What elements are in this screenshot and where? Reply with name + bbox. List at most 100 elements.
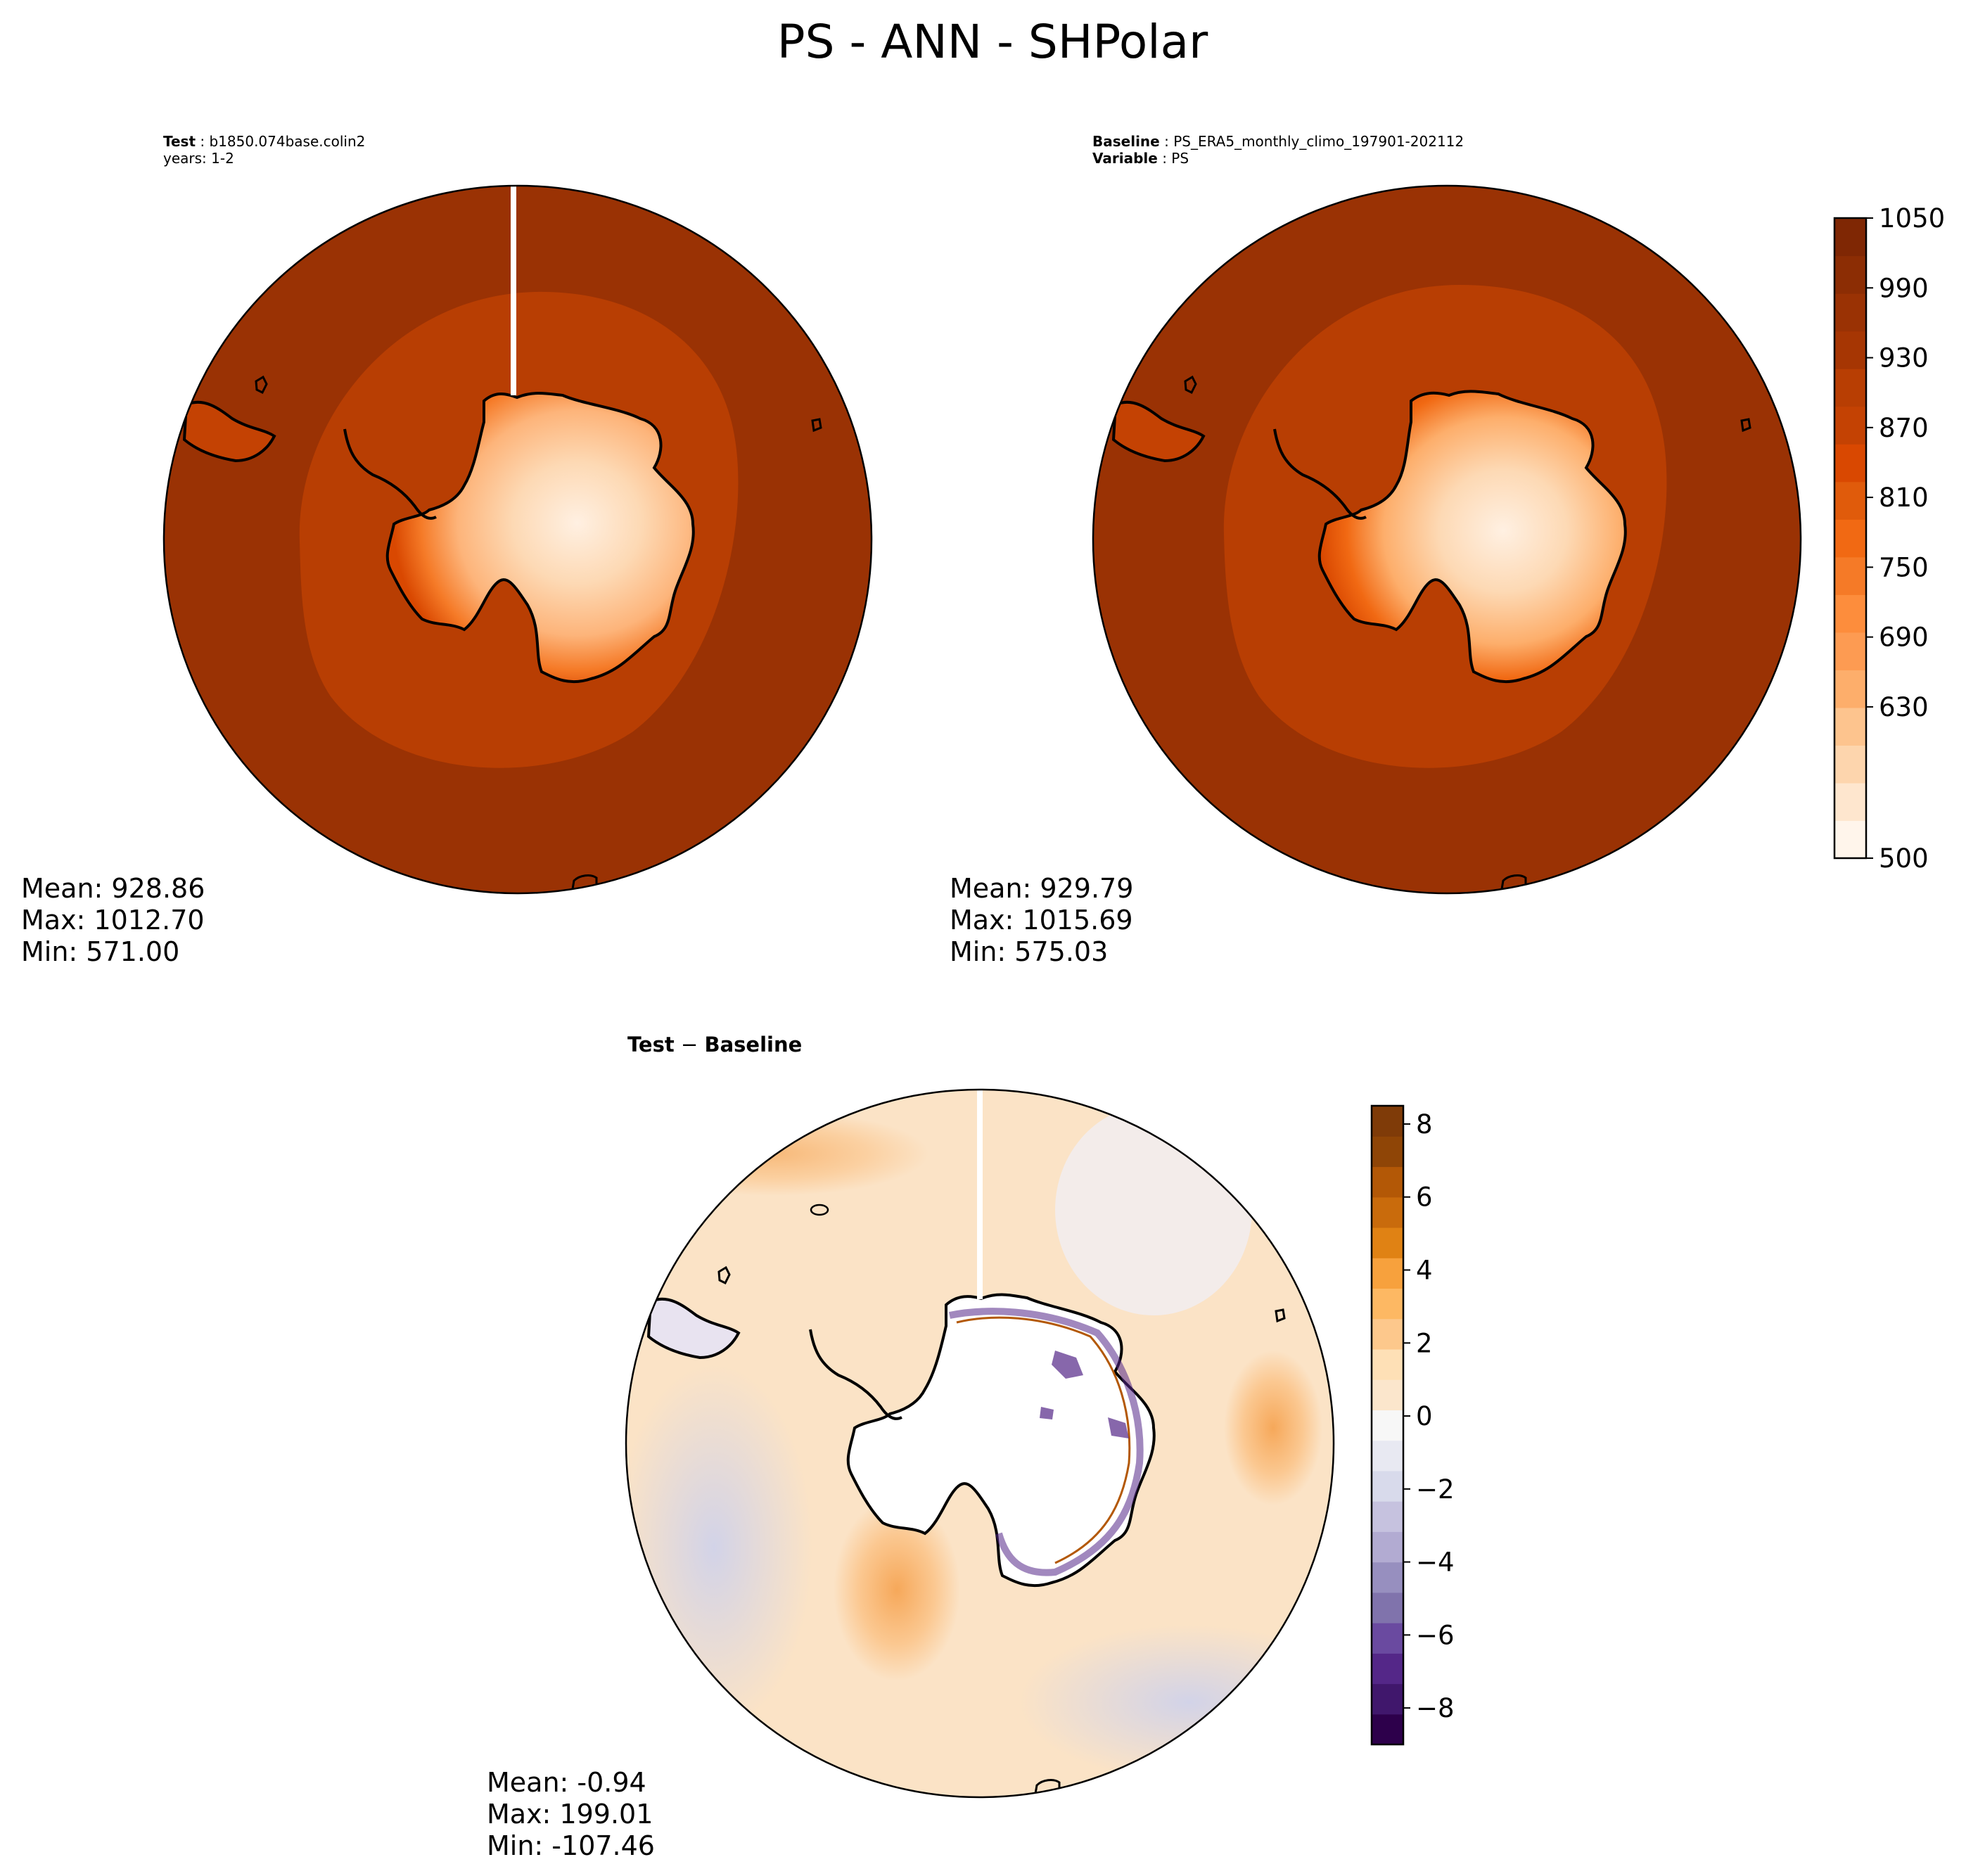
test-island-1 xyxy=(255,375,268,395)
diff-colorbar-color-band xyxy=(1372,1470,1403,1502)
diff-colorbar-color-band xyxy=(1372,1562,1403,1593)
baseline-map xyxy=(1093,186,1801,893)
test-min: Min: 571.00 xyxy=(21,936,179,967)
abs-colorbar-color-band xyxy=(1834,556,1866,595)
diff-purple-patch-3 xyxy=(1040,1407,1054,1419)
diff-colorbar-color-band xyxy=(1372,1106,1403,1137)
diff-peninsula xyxy=(809,1329,902,1420)
baseline-variable: Variable : PS xyxy=(1092,150,1189,167)
diff-colorbar-color-band xyxy=(1372,1166,1403,1198)
diff-colorbar-color-band xyxy=(1372,1501,1403,1532)
test-label: Test xyxy=(163,133,196,150)
abs-colorbar-tick-label: 500 xyxy=(1879,843,1929,874)
abs-colorbar-color-band xyxy=(1834,745,1866,784)
baseline-case-name: PS_ERA5_monthly_climo_197901-202112 xyxy=(1173,133,1464,150)
diff-colorbar-tick-label: −8 xyxy=(1416,1693,1455,1723)
diff-title-op: − xyxy=(675,1033,705,1057)
diff-missing-seam xyxy=(977,1090,983,1299)
diff-warm-south xyxy=(834,1498,960,1681)
diff-colorbar-color-band xyxy=(1372,1653,1403,1685)
test-case-name: b1850.074base.colin2 xyxy=(209,133,365,150)
baseline-map-border xyxy=(1092,184,1802,895)
abs-colorbar-color-band xyxy=(1834,331,1866,369)
test-years: years: 1-2 xyxy=(163,150,234,167)
baseline-panel: Baseline : PS_ERA5_monthly_climo_197901-… xyxy=(950,133,1945,967)
abs-colorbar-color-band xyxy=(1834,293,1866,332)
diff-island-4 xyxy=(810,1204,829,1216)
diff-mean: Mean: -0.94 xyxy=(487,1767,646,1798)
diff-colorbar-color-band xyxy=(1372,1531,1403,1563)
baseline-variable-value: PS xyxy=(1171,150,1189,167)
figure-title: PS - ANN - SHPolar xyxy=(777,15,1208,69)
diff-warm-north xyxy=(626,1111,928,1196)
diff-colorbar-color-band xyxy=(1372,1197,1403,1228)
test-south-america xyxy=(182,400,276,463)
abs-colorbar-color-band xyxy=(1834,782,1866,822)
diff-title-baseline: Baseline xyxy=(704,1033,802,1057)
diff-colorbar-color-band xyxy=(1372,1288,1403,1320)
diff-antarctica-purple-rim xyxy=(949,1308,1144,1576)
abs-colorbar-tick-label: 930 xyxy=(1879,343,1929,374)
diff-min: Min: -107.46 xyxy=(487,1830,655,1861)
diff-colorbar-frame xyxy=(1370,1104,1405,1746)
diff-colorbar-color-band xyxy=(1372,1683,1403,1715)
baseline-max: Max: 1015.69 xyxy=(950,905,1133,936)
diff-map xyxy=(626,1090,1334,1797)
abs-colorbar-tick-label: 690 xyxy=(1879,623,1929,653)
diff-colorbar-color-band xyxy=(1372,1258,1403,1289)
diff-warm-east xyxy=(1224,1351,1322,1505)
diff-colorbar-tick-label: 6 xyxy=(1416,1182,1433,1213)
abs-colorbar-color-band xyxy=(1834,670,1866,708)
abs-colorbar-frame xyxy=(1833,217,1868,860)
abs-colorbar-tick-label: 810 xyxy=(1879,483,1929,513)
diff-colorbar-color-band xyxy=(1372,1348,1403,1380)
baseline-island-2 xyxy=(1740,418,1751,433)
test-header: Test : b1850.074base.colin2 xyxy=(163,133,365,150)
baseline-min: Min: 575.03 xyxy=(950,936,1108,967)
diff-colorbar-tick-label: −6 xyxy=(1416,1620,1455,1650)
test-missing-seam xyxy=(511,186,516,395)
test-peninsula xyxy=(343,428,437,520)
diff-colorbar-tick-label: 2 xyxy=(1416,1328,1433,1358)
diff-max: Max: 199.01 xyxy=(487,1799,653,1830)
abs-colorbar-tick-label: 750 xyxy=(1879,552,1929,582)
diff-south-america xyxy=(646,1297,741,1360)
diff-colorbar-tick-label: 8 xyxy=(1416,1109,1433,1140)
abs-colorbar-color-band xyxy=(1834,481,1866,520)
abs-colorbar-color-band xyxy=(1834,519,1866,558)
diff-colorbar: −8 −6 −4 −2 0 2 4 6 8 xyxy=(1370,1104,1455,1746)
diff-island-1 xyxy=(717,1265,731,1285)
test-mean: Mean: 928.86 xyxy=(21,873,205,904)
diff-purple-patch-1 xyxy=(1052,1351,1083,1379)
diff-colorbar-color-band xyxy=(1372,1623,1403,1654)
diff-island-2 xyxy=(1275,1308,1286,1323)
baseline-header: Baseline : PS_ERA5_monthly_climo_197901-… xyxy=(1092,133,1464,150)
abs-colorbar-color-band xyxy=(1834,632,1866,670)
abs-colorbar-color-band xyxy=(1834,369,1866,407)
diff-colorbar-tick-label: 4 xyxy=(1416,1255,1433,1285)
test-panel: Test : b1850.074base.colin2 years: 1-2 M… xyxy=(21,133,873,967)
diff-colorbar-color-band xyxy=(1372,1318,1403,1350)
abs-colorbar-color-band xyxy=(1834,444,1866,483)
diff-colorbar-tick-label: −4 xyxy=(1416,1548,1455,1578)
abs-colorbar-color-band xyxy=(1834,406,1866,445)
test-map xyxy=(164,186,872,893)
baseline-antarctica xyxy=(1317,390,1627,684)
diff-colorbar-color-band xyxy=(1372,1379,1403,1410)
diff-colorbar-color-band xyxy=(1372,1714,1403,1745)
baseline-label: Baseline xyxy=(1092,133,1160,150)
diff-panel: Test − Baseline Mean: -0.94 xyxy=(487,1033,1455,1861)
diff-purple-patch-2 xyxy=(1108,1417,1129,1438)
abs-colorbar-color-band xyxy=(1834,707,1866,746)
abs-colorbar-color-band xyxy=(1834,218,1866,257)
test-antarctica xyxy=(385,391,695,684)
abs-colorbar-tick-label: 1050 xyxy=(1879,203,1945,234)
abs-colorbar: 500 630 690 750 810 870 930 990 1050 xyxy=(1833,203,1945,874)
diff-map-border xyxy=(625,1088,1335,1799)
diff-colorbar-color-band xyxy=(1372,1136,1403,1168)
baseline-island-1 xyxy=(1184,375,1197,395)
diff-colorbar-color-band xyxy=(1372,1227,1403,1258)
diff-title-test: Test xyxy=(627,1033,675,1057)
diff-colorbar-color-band xyxy=(1372,1410,1403,1441)
